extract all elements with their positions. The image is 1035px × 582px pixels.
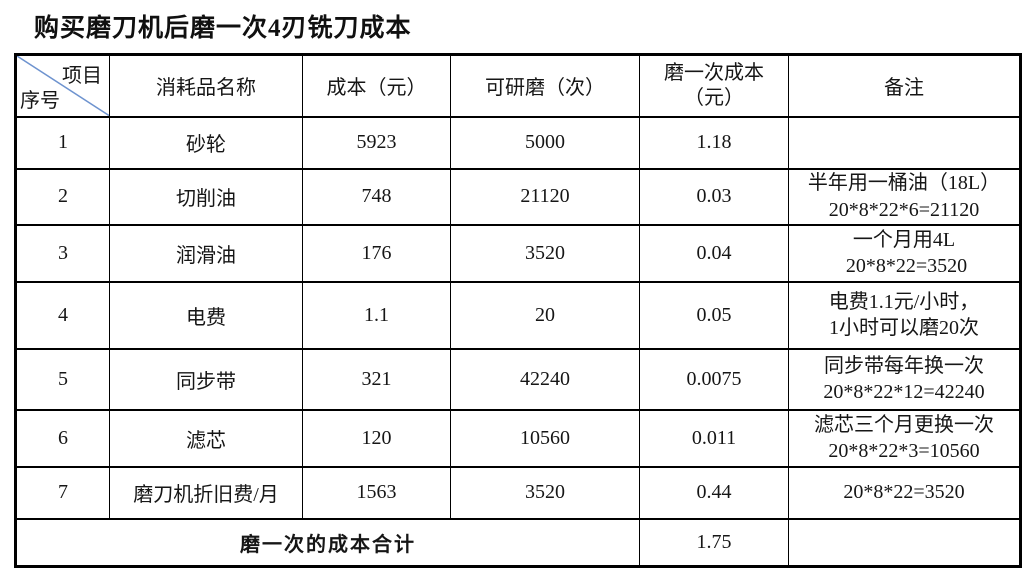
cell-times: 3520: [450, 465, 640, 520]
cell-no: 7: [15, 465, 110, 520]
header-consumable-name: 消耗品名称: [109, 53, 303, 118]
cell-name: 砂轮: [109, 115, 303, 170]
cell-name: 滤芯: [109, 408, 303, 468]
cell-times: 5000: [450, 115, 640, 170]
total-remark-empty: [788, 517, 1021, 568]
header-cost-per-grind-line1: 磨一次成本: [664, 61, 764, 84]
table-row: 2 切削油 748 21120 0.03 半年用一桶油（18L） 20*8*22…: [15, 167, 1021, 226]
table-row: 5 同步带 321 42240 0.0075 同步带每年换一次 20*8*22*…: [15, 347, 1021, 411]
cell-remark: 滤芯三个月更换一次 20*8*22*3=10560: [788, 408, 1021, 468]
remark-line2: 1小时可以磨20次: [829, 317, 979, 339]
cell-times: 10560: [450, 408, 640, 468]
cell-per-grind: 0.011: [639, 408, 789, 468]
remark-line1: 滤芯三个月更换一次: [814, 413, 994, 436]
cell-name: 磨刀机折旧费/月: [109, 465, 303, 520]
cell-per-grind: 0.44: [639, 465, 789, 520]
header-row: 项目 序号 消耗品名称 成本（元） 可研磨（次） 磨一次成本 （元） 备注: [15, 53, 1021, 118]
cell-cost: 120: [302, 408, 451, 468]
header-grind-times: 可研磨（次）: [450, 53, 640, 118]
cell-remark: 半年用一桶油（18L） 20*8*22*6=21120: [788, 167, 1021, 226]
header-cost-per-grind-line2: （元）: [684, 86, 744, 109]
cell-remark: 20*8*22=3520: [788, 465, 1021, 520]
cell-times: 3520: [450, 223, 640, 283]
remark-line2: 20*8*22*3=10560: [828, 440, 980, 462]
cell-cost: 1.1: [302, 280, 451, 350]
page-title: 购买磨刀机后磨一次4刃铣刀成本: [34, 15, 412, 42]
cell-cost: 5923: [302, 115, 451, 170]
remark-line1: 20*8*22=3520: [843, 481, 965, 504]
table-row: 1 砂轮 5923 5000 1.18: [15, 115, 1021, 170]
cell-per-grind: 0.04: [639, 223, 789, 283]
cell-times: 21120: [450, 167, 640, 226]
remark-line1: 半年用一桶油（18L）: [807, 172, 1001, 195]
remark-line1: 一个月用4L: [852, 228, 956, 251]
table-row: 6 滤芯 120 10560 0.011 滤芯三个月更换一次 20*8*22*3…: [15, 408, 1021, 468]
header-cost: 成本（元）: [302, 53, 451, 118]
cell-no: 6: [15, 408, 110, 468]
cell-name: 切削油: [109, 167, 303, 226]
cell-times: 20: [450, 280, 640, 350]
cell-per-grind: 0.05: [639, 280, 789, 350]
remark-line2: 20*8*22*12=42240: [823, 381, 985, 403]
cell-cost: 176: [302, 223, 451, 283]
header-remark: 备注: [788, 53, 1021, 118]
cell-no: 3: [15, 223, 110, 283]
remark-line2: 20*8*22*6=21120: [828, 198, 980, 221]
cell-no: 5: [15, 347, 110, 411]
header-diagonal-line: [17, 56, 109, 115]
header-corner-cell: 项目 序号: [15, 53, 110, 118]
cell-per-grind: 1.18: [639, 115, 789, 170]
cell-no: 4: [15, 280, 110, 350]
cell-times: 42240: [450, 347, 640, 411]
cell-remark: 同步带每年换一次 20*8*22*12=42240: [788, 347, 1021, 411]
cell-name: 润滑油: [109, 223, 303, 283]
cell-remark: 一个月用4L 20*8*22=3520: [788, 223, 1021, 283]
cell-remark: [788, 115, 1021, 170]
remark-line1: 同步带每年换一次: [824, 354, 984, 377]
cell-remark: 电费1.1元/小时， 1小时可以磨20次: [788, 280, 1021, 350]
cost-table: 项目 序号 消耗品名称 成本（元） 可研磨（次） 磨一次成本 （元） 备注 1 …: [14, 53, 1022, 568]
remark-line1: 电费1.1元/小时，: [828, 290, 980, 313]
cell-name: 电费: [109, 280, 303, 350]
table-row: 7 磨刀机折旧费/月 1563 3520 0.44 20*8*22=3520: [15, 465, 1021, 520]
total-value: 1.75: [639, 517, 789, 568]
cell-per-grind: 0.03: [639, 167, 789, 226]
cell-no: 1: [15, 115, 110, 170]
header-cost-per-grind: 磨一次成本 （元）: [639, 53, 789, 118]
total-label: 磨一次的成本合计: [15, 517, 640, 568]
cell-no: 2: [15, 167, 110, 226]
remark-line2: 20*8*22=3520: [840, 255, 968, 277]
cell-cost: 1563: [302, 465, 451, 520]
header-corner-serial-label: 序号: [20, 89, 60, 112]
table-row: 4 电费 1.1 20 0.05 电费1.1元/小时， 1小时可以磨20次: [15, 280, 1021, 350]
header-corner-item-label: 项目: [62, 65, 102, 87]
cell-per-grind: 0.0075: [639, 347, 789, 411]
total-row: 磨一次的成本合计 1.75: [15, 517, 1021, 568]
cell-cost: 748: [302, 167, 451, 226]
table-row: 3 润滑油 176 3520 0.04 一个月用4L 20*8*22=3520: [15, 223, 1021, 283]
cell-cost: 321: [302, 347, 451, 411]
cell-name: 同步带: [109, 347, 303, 411]
